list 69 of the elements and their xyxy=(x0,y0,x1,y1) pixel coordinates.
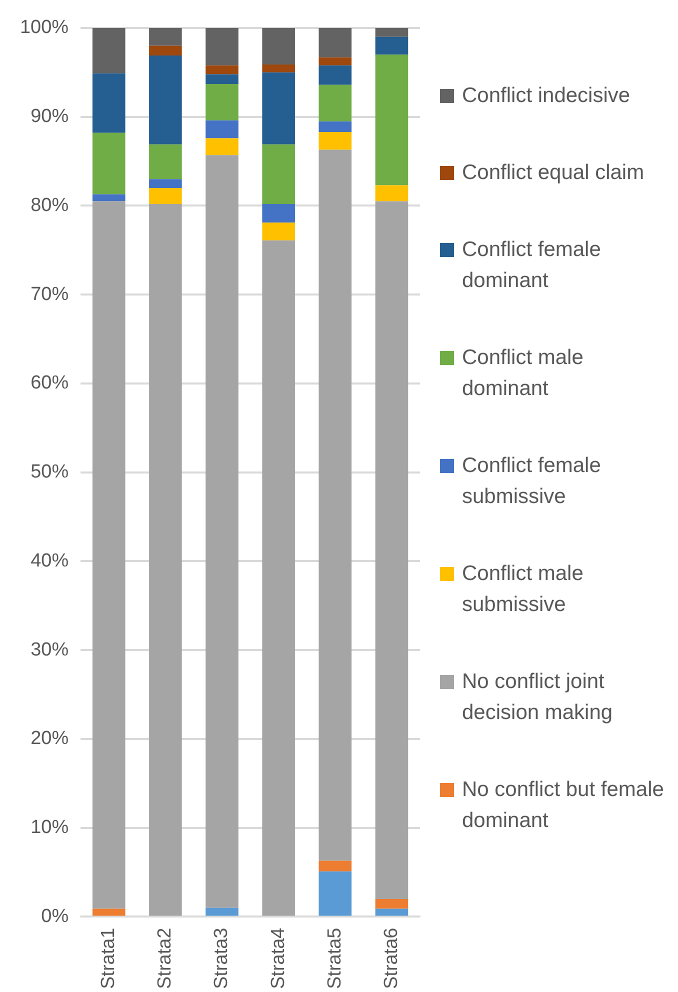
legend-label: Conflict equal claim xyxy=(462,160,644,186)
bar xyxy=(92,908,126,916)
x-tick-label: Strata4 xyxy=(268,927,289,990)
bar xyxy=(318,57,352,66)
bar xyxy=(206,84,238,120)
bar xyxy=(318,65,352,85)
bar xyxy=(92,132,126,194)
x-tick-label: Strata1 xyxy=(98,928,120,990)
x-tick-label: Strata3 xyxy=(211,928,232,990)
bar xyxy=(375,54,408,186)
bar xyxy=(149,144,182,180)
legend-label: Conflict male submissive xyxy=(462,561,584,618)
bar xyxy=(375,201,408,899)
bar xyxy=(149,56,182,144)
bar xyxy=(318,871,352,916)
bar xyxy=(318,860,352,872)
x-tick-label: Strata5 xyxy=(324,928,346,990)
legend-label: Conflict female submissive xyxy=(462,453,602,510)
bar xyxy=(149,188,182,204)
y-tick-label: 50% xyxy=(30,462,69,483)
y-tick-label: 90% xyxy=(30,106,69,128)
bar xyxy=(149,28,182,46)
bar xyxy=(149,46,182,56)
legend-label: Conflict female dominant xyxy=(462,237,602,294)
y-tick-label: 60% xyxy=(30,372,69,394)
bar xyxy=(206,28,238,66)
bar xyxy=(92,73,126,133)
bar xyxy=(149,204,182,916)
y-tick-label: 40% xyxy=(30,550,69,572)
bar xyxy=(318,132,352,150)
bar xyxy=(375,185,408,202)
y-tick-label: 10% xyxy=(30,817,69,838)
bar xyxy=(262,240,295,916)
y-tick-label: 0% xyxy=(41,906,69,927)
bar xyxy=(92,28,126,74)
y-tick-label: 30% xyxy=(30,639,69,660)
bar xyxy=(206,138,238,156)
bar xyxy=(262,64,295,72)
bar xyxy=(206,65,238,74)
bar xyxy=(92,194,126,202)
bar xyxy=(318,84,352,122)
bar xyxy=(262,72,295,144)
bar xyxy=(375,908,408,916)
bar xyxy=(206,74,238,84)
bar xyxy=(206,120,238,138)
y-tick-label: 20% xyxy=(30,728,69,750)
bar xyxy=(375,36,408,55)
bar xyxy=(206,155,238,908)
bar xyxy=(262,222,295,240)
x-tick-label: Strata2 xyxy=(154,928,176,990)
legend-label: Conflict male dominant xyxy=(462,345,584,402)
bar xyxy=(149,179,182,188)
legend-label: Conflict indecisive xyxy=(462,83,630,109)
legend-label: No conflict but female dominant xyxy=(462,777,665,834)
bar xyxy=(262,204,295,223)
bar xyxy=(375,28,408,37)
bar xyxy=(262,144,295,204)
legend-label: No conflict joint decision making xyxy=(462,669,614,726)
bar xyxy=(262,28,295,64)
x-tick-label: Strata6 xyxy=(380,928,402,990)
bar xyxy=(375,898,408,909)
y-tick-label: 80% xyxy=(30,194,69,216)
y-tick-label: 70% xyxy=(30,284,69,305)
bar xyxy=(206,908,238,916)
bar xyxy=(318,150,352,861)
bar xyxy=(92,201,126,909)
y-tick-label: 100% xyxy=(20,17,69,38)
bar xyxy=(318,28,352,58)
bar xyxy=(318,121,352,132)
